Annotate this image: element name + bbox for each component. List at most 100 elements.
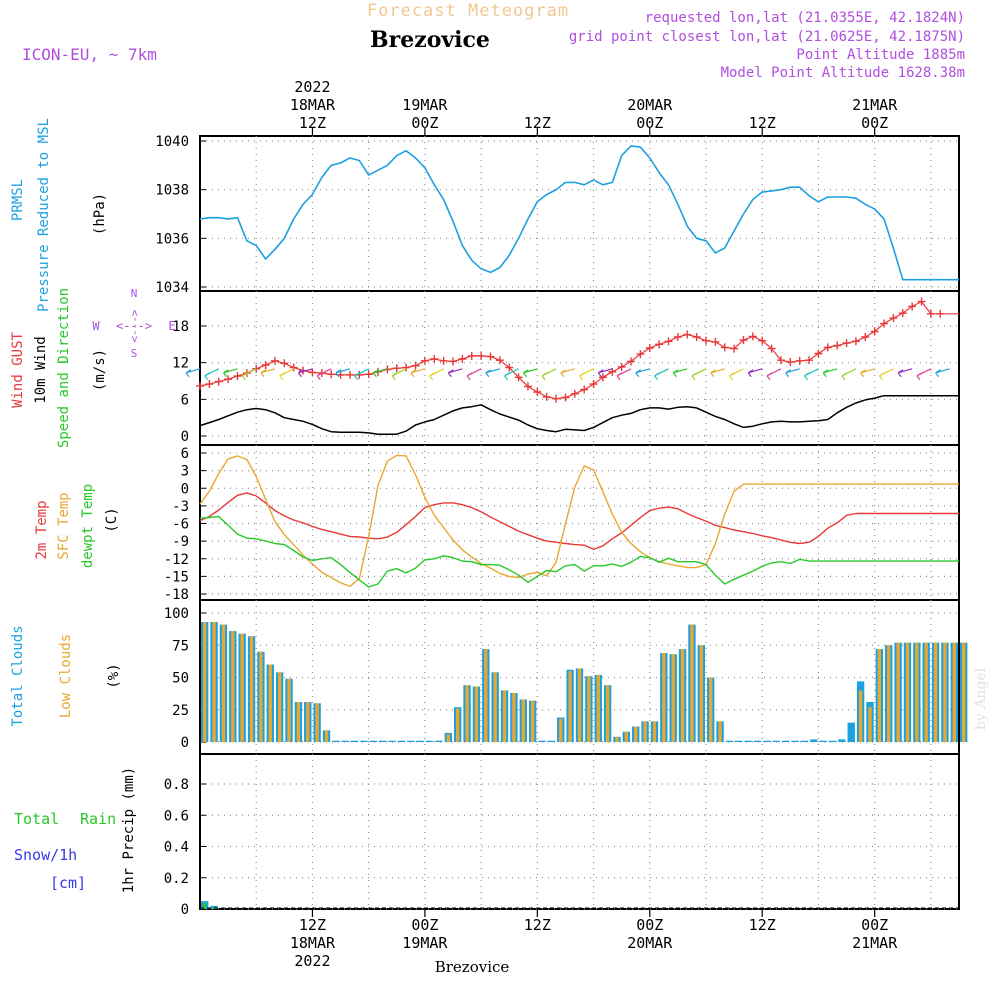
wind-direction-arrow <box>878 368 894 381</box>
gust-marker <box>692 333 701 341</box>
gust-marker <box>477 351 486 360</box>
total-cloud-bar <box>397 740 406 742</box>
compass-ns-arrows: <---> <box>128 309 141 342</box>
low-cloud-bar <box>221 624 226 742</box>
gust-marker <box>889 314 898 323</box>
gust-marker <box>795 356 804 365</box>
wind-direction-arrow <box>579 368 594 381</box>
pressure-tick-label: 1034 <box>155 280 189 296</box>
precip-rain-bar <box>203 902 207 909</box>
banner-title: Forecast Meteogram <box>367 1 569 21</box>
sfc-temp-line <box>199 454 959 588</box>
gust-marker <box>627 357 636 366</box>
gust-marker <box>467 351 476 360</box>
dewpt-line <box>199 515 959 588</box>
total-cloud-bar <box>810 739 818 742</box>
wind-label-gust: Wind GUST <box>10 332 26 408</box>
total-cloud-bar <box>847 722 855 742</box>
precip-tick-label: 0.4 <box>164 840 189 856</box>
low-cloud-bar <box>484 649 488 742</box>
gust-marker <box>748 332 757 341</box>
low-cloud-bar <box>671 654 675 742</box>
wind-direction-arrow <box>803 368 819 381</box>
wind-direction-arrow <box>410 368 426 378</box>
gust-marker <box>420 356 429 365</box>
compass-w: W <box>92 319 100 333</box>
wind-direction-arrow <box>372 368 388 378</box>
gust-marker <box>917 297 926 306</box>
wind-direction-arrow <box>822 368 838 378</box>
temp-panel <box>199 444 960 601</box>
low-cloud-bar <box>680 649 685 742</box>
wind-direction-arrow <box>616 368 632 381</box>
temp-tick-label: 6 <box>181 446 189 462</box>
wind-direction-arrow <box>185 368 201 378</box>
gust-marker <box>617 362 626 371</box>
wind-direction-arrow <box>654 368 669 381</box>
top-time-label: 21MAR <box>852 96 898 114</box>
wind-direction-arrow <box>672 368 688 378</box>
low-cloud-bar <box>709 677 713 742</box>
gust-marker <box>345 370 354 379</box>
gust-marker <box>926 309 935 318</box>
low-cloud-bar <box>259 651 263 742</box>
gust-marker <box>495 356 504 365</box>
gust-marker <box>758 336 767 345</box>
wind-direction-arrow <box>204 368 220 381</box>
wind-direction-arrow <box>335 368 351 378</box>
total-cloud-bar <box>332 740 340 742</box>
precip-labels: Total Rain Snow/1h [cm] 1hr Precip (mm) <box>14 767 137 893</box>
wind-direction-arrow <box>354 368 369 381</box>
precip-label-snow: Snow/1h <box>14 846 77 864</box>
gust-marker <box>439 356 448 365</box>
precip-tick-label: 0.8 <box>164 777 189 793</box>
total-cloud-bar <box>791 740 799 742</box>
bottom-time-label: 00Z <box>861 916 888 934</box>
wind-direction-arrow <box>935 368 950 378</box>
gust-marker <box>655 340 664 349</box>
top-time-label: 18MAR <box>290 96 336 114</box>
precip-label-unit: 1hr Precip (mm) <box>121 767 137 893</box>
wind-direction-arrow <box>504 368 519 381</box>
gust-marker <box>711 337 720 346</box>
low-cloud-bar <box>240 633 244 742</box>
bottom-time-label: 00Z <box>411 916 438 934</box>
gust-line <box>199 301 959 400</box>
gust-marker <box>280 359 289 368</box>
pressure-line <box>199 145 959 281</box>
compass-n: N <box>131 287 138 300</box>
total-cloud-bar <box>838 739 846 742</box>
total-cloud-bar <box>416 740 424 742</box>
top-time-label: 00Z <box>636 114 663 132</box>
precip-tick-label: 0.6 <box>164 808 189 824</box>
temp-tick-label: -6 <box>172 517 189 533</box>
gust-marker <box>833 341 842 350</box>
bottom-time-label: 20MAR <box>627 934 673 952</box>
wind-line <box>199 394 959 435</box>
low-cloud-bar <box>212 622 216 742</box>
gust-marker <box>720 343 729 352</box>
gust-marker <box>261 361 270 370</box>
wind-direction-arrow <box>522 368 538 378</box>
station-title: Brezovice <box>370 27 490 53</box>
gust-marker <box>289 363 298 372</box>
pressure-tick-label: 1036 <box>155 231 189 247</box>
precip-label-cm: [cm] <box>50 874 86 892</box>
low-cloud-bar <box>924 642 928 742</box>
low-cloud-bar <box>296 702 301 742</box>
bottom-time-label: 19MAR <box>402 934 448 952</box>
temp-tick-label: -12 <box>164 552 189 568</box>
wind-direction-arrow <box>860 368 875 378</box>
low-cloud-bar <box>605 685 610 742</box>
total-cloud-bar <box>360 740 368 742</box>
gust-marker <box>486 352 495 361</box>
gust-marker <box>805 356 814 365</box>
low-cloud-bar <box>249 636 254 742</box>
gust-marker <box>270 356 279 365</box>
pressure-tick-label: 1038 <box>155 183 189 199</box>
wind-label-10m: 10m Wind <box>33 336 49 403</box>
bottom-time-label: 12Z <box>524 916 551 934</box>
gust-marker <box>327 370 336 379</box>
gust-marker <box>589 380 598 389</box>
